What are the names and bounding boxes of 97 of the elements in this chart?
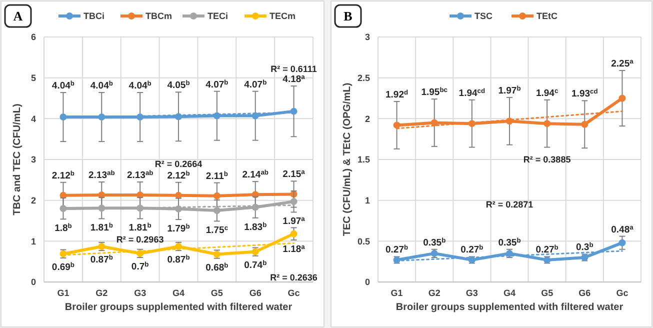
chart-title: A — [13, 8, 24, 24]
data-label: 0.48$^{a}$ — [611, 224, 634, 236]
y-tick-label: 3 — [30, 154, 36, 165]
data-label: 0.27$^{b}$ — [460, 244, 484, 256]
data-label: 2.14$^{ab}$ — [242, 169, 268, 181]
data-label: 4.18$^{a}$ — [282, 74, 306, 85]
x-tick-label: G4 — [172, 288, 185, 298]
x-tick-label: G4 — [503, 288, 516, 298]
data-label: 1.83$^{b}$ — [244, 221, 267, 233]
y-tick-label: 0 — [30, 277, 36, 288]
x-tick-label: G5 — [210, 288, 223, 298]
data-label: 0.87$^{b}$ — [167, 254, 190, 266]
data-label: 1.97$^{a}$ — [282, 216, 306, 228]
x-tick-label: G6 — [578, 288, 591, 298]
x-tick-label: G5 — [541, 288, 554, 298]
legend-label: TECm — [270, 11, 296, 22]
legend-label: TBCi — [84, 11, 104, 22]
data-label: 1.95$^{bc}$ — [421, 86, 448, 98]
data-label: 2.25$^{a}$ — [611, 58, 634, 70]
annotation: R² = 0.2871 — [486, 199, 534, 210]
data-label: 4.04$^{b}$ — [128, 80, 152, 92]
data-label: 1.79$^{b}$ — [167, 223, 190, 235]
y-tick-label: 2.5 — [357, 72, 370, 83]
y-axis-title: TEC (CFU/mL) & TEtC (OPG/mL) — [342, 82, 353, 236]
y-tick-label: 1 — [30, 236, 36, 246]
annotation: R² = 0.2636 — [270, 272, 318, 282]
data-label: 0.3$^{b}$ — [576, 242, 594, 254]
y-axis-title: TBC and TEC (CFU/mL) — [12, 104, 23, 216]
y-tick-label: 4 — [30, 114, 36, 124]
data-label: 1.18$^{a}$ — [282, 243, 306, 255]
data-label: 1.92$^{d}$ — [386, 89, 408, 101]
data-label: 1.75$^{c}$ — [206, 224, 228, 236]
x-tick-label: G1 — [390, 288, 403, 298]
x-tick-label: Gc — [288, 288, 300, 298]
legend-label: TSC — [474, 11, 493, 22]
legend-label: TEtC — [536, 11, 558, 22]
data-label: 1.81$^{b}$ — [90, 222, 113, 234]
data-label: 2.13$^{ab}$ — [88, 169, 115, 181]
point — [290, 198, 298, 206]
legend-label: TECi — [208, 11, 228, 22]
data-label: 1.81$^{b}$ — [128, 222, 152, 234]
chart-title: B — [344, 8, 353, 24]
data-label: 0.87$^{b}$ — [90, 254, 113, 266]
data-label: 1.97$^{b}$ — [498, 84, 521, 96]
x-tick-label: G1 — [57, 288, 70, 298]
y-tick-label: 3 — [364, 32, 370, 42]
data-label: 4.04$^{b}$ — [52, 80, 74, 92]
point — [544, 120, 551, 128]
x-tick-label: Gc — [616, 288, 628, 298]
point — [60, 205, 67, 212]
point — [618, 239, 626, 246]
x-tick-label: G2 — [96, 288, 108, 298]
y-tick-label: 1 — [364, 195, 370, 206]
data-label: 1.94$^{cd}$ — [458, 87, 486, 99]
data-label: 1.93$^{cd}$ — [572, 88, 598, 100]
y-tick-label: 2 — [364, 114, 370, 124]
data-label: 4.05$^{b}$ — [167, 80, 190, 92]
y-tick-label: 1.5 — [357, 154, 370, 165]
data-label: 4.07$^{b}$ — [206, 78, 228, 90]
x-axis-title: Broiler groups supplemented with filtered water — [396, 302, 624, 313]
x-axis-title: Broiler groups supplemented with filtered water — [64, 302, 292, 313]
y-tick-label: 6 — [30, 32, 36, 42]
data-label: 1.94$^{c}$ — [536, 87, 558, 99]
data-label: 0.69$^{b}$ — [52, 261, 74, 273]
data-label: 2.11$^{b}$ — [206, 170, 228, 182]
annotation: R² = 0.2664 — [154, 158, 202, 169]
y-tick-label: 0 — [364, 277, 370, 288]
data-label: 0.27$^{b}$ — [536, 244, 558, 256]
data-label: 4.07$^{b}$ — [244, 78, 267, 90]
annotation: R² = 0.2963 — [116, 234, 164, 244]
y-tick-label: 0.5 — [357, 236, 370, 246]
x-tick-label: G6 — [249, 288, 262, 298]
data-label: 0.7$^{b}$ — [131, 261, 149, 272]
data-label: 2.13$^{ab}$ — [126, 169, 154, 181]
point — [581, 120, 588, 128]
y-tick-label: 5 — [30, 72, 36, 83]
data-label: 2.12$^{b}$ — [52, 170, 74, 182]
legend-label: TBCm — [146, 11, 172, 22]
y-tick-label: 2 — [30, 195, 36, 206]
point — [290, 230, 298, 238]
annotation: R² = 0.3885 — [523, 154, 571, 165]
data-label: 0.27$^{b}$ — [386, 244, 408, 256]
data-label: 0.68$^{b}$ — [206, 262, 228, 274]
data-label: 2.15$^{a}$ — [282, 168, 306, 180]
x-tick-label: G3 — [466, 288, 478, 298]
point — [618, 94, 626, 102]
point — [393, 122, 400, 129]
x-tick-label: G2 — [428, 288, 440, 298]
x-tick-label: G3 — [134, 288, 146, 298]
data-label: 4.04$^{b}$ — [90, 80, 113, 92]
data-label: 0.35$^{b}$ — [498, 236, 521, 248]
data-label: 0.35$^{b}$ — [423, 236, 446, 248]
point — [430, 119, 438, 126]
data-label: 0.74$^{b}$ — [244, 259, 267, 271]
data-label: 1.8$^{b}$ — [54, 222, 72, 234]
annotation: R² = 0.6111 — [270, 64, 317, 74]
data-label: 2.12$^{b}$ — [167, 170, 190, 182]
